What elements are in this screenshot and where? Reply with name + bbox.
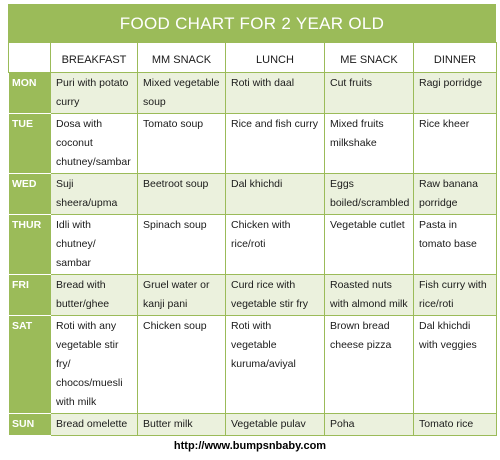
column-header-breakfast: BREAKFAST bbox=[50, 42, 138, 73]
meal-cell: Vegetable cutlet bbox=[324, 214, 414, 275]
table-row: SUN Bread omelette Butter milk Vegetable… bbox=[8, 413, 497, 436]
source-url[interactable]: http://www.bumpsnbaby.com bbox=[173, 440, 327, 452]
meal-cell: Idli with chutney/ sambar bbox=[50, 214, 138, 275]
chart-title: FOOD CHART FOR 2 YEAR OLD bbox=[8, 4, 496, 42]
header-row: BREAKFAST MM SNACK LUNCH ME SNACK DINNER bbox=[8, 42, 497, 73]
table-row: SAT Roti with any vegetable stir fry/ ch… bbox=[8, 315, 497, 414]
meal-cell: Mixed vegetable soup bbox=[137, 72, 226, 114]
column-header-mm-snack: MM SNACK bbox=[137, 42, 226, 73]
column-header-me-snack: ME SNACK bbox=[324, 42, 414, 73]
table-row: MON Puri with potato curry Mixed vegetab… bbox=[8, 72, 497, 114]
meal-cell: Dal khichdi with veggies bbox=[413, 315, 497, 414]
meal-cell: Roti with any vegetable stir fry/ chocos… bbox=[50, 315, 138, 414]
meal-cell: Butter milk bbox=[137, 413, 226, 436]
day-label: MON bbox=[8, 72, 51, 114]
table-row: THUR Idli with chutney/ sambar Spinach s… bbox=[8, 214, 497, 275]
meal-cell: Eggs boiled/scrambled bbox=[324, 173, 414, 215]
food-chart-table: BREAKFAST MM SNACK LUNCH ME SNACK DINNER… bbox=[8, 42, 497, 436]
table-row: WED Suji sheera/upma Beetroot soup Dal k… bbox=[8, 173, 497, 215]
meal-cell: Rice and fish curry bbox=[225, 113, 325, 174]
meal-cell: Gruel water or kanji pani bbox=[137, 274, 226, 316]
table-row: TUE Dosa with coconut chutney/sambar Tom… bbox=[8, 113, 497, 174]
meal-cell: Mixed fruits milkshake bbox=[324, 113, 414, 174]
meal-cell: Poha bbox=[324, 413, 414, 436]
corner-cell bbox=[8, 42, 51, 73]
meal-cell: Roasted nuts with almond milk bbox=[324, 274, 414, 316]
column-header-dinner: DINNER bbox=[413, 42, 497, 73]
meal-cell: Dal khichdi bbox=[225, 173, 325, 215]
meal-cell: Curd rice with vegetable stir fry bbox=[225, 274, 325, 316]
day-label: TUE bbox=[8, 113, 51, 174]
meal-cell: Raw banana porridge bbox=[413, 173, 497, 215]
meal-cell: Vegetable pulav bbox=[225, 413, 325, 436]
meal-cell: Roti with vegetable kuruma/aviyal bbox=[225, 315, 325, 414]
day-label: SUN bbox=[8, 413, 51, 436]
meal-cell: Puri with potato curry bbox=[50, 72, 138, 114]
column-header-lunch: LUNCH bbox=[225, 42, 325, 73]
meal-cell: Cut fruits bbox=[324, 72, 414, 114]
day-label: WED bbox=[8, 173, 51, 215]
meal-cell: Spinach soup bbox=[137, 214, 226, 275]
meal-cell: Beetroot soup bbox=[137, 173, 226, 215]
meal-cell: Tomato rice bbox=[413, 413, 497, 436]
meal-cell: Roti with daal bbox=[225, 72, 325, 114]
meal-cell: Bread omelette bbox=[50, 413, 138, 436]
meal-cell: Dosa with coconut chutney/sambar bbox=[50, 113, 138, 174]
meal-cell: Chicken soup bbox=[137, 315, 226, 414]
day-label: FRI bbox=[8, 274, 51, 316]
meal-cell: Ragi porridge bbox=[413, 72, 497, 114]
meal-cell: Fish curry with rice/roti bbox=[413, 274, 497, 316]
table-row: FRI Bread with butter/ghee Gruel water o… bbox=[8, 274, 497, 316]
meal-cell: Pasta in tomato base bbox=[413, 214, 497, 275]
meal-cell: Brown bread cheese pizza bbox=[324, 315, 414, 414]
meal-cell: Tomato soup bbox=[137, 113, 226, 174]
day-label: SAT bbox=[8, 315, 51, 414]
day-label: THUR bbox=[8, 214, 51, 275]
meal-cell: Bread with butter/ghee bbox=[50, 274, 138, 316]
meal-cell: Suji sheera/upma bbox=[50, 173, 138, 215]
meal-cell: Rice kheer bbox=[413, 113, 497, 174]
meal-cell: Chicken with rice/roti bbox=[225, 214, 325, 275]
